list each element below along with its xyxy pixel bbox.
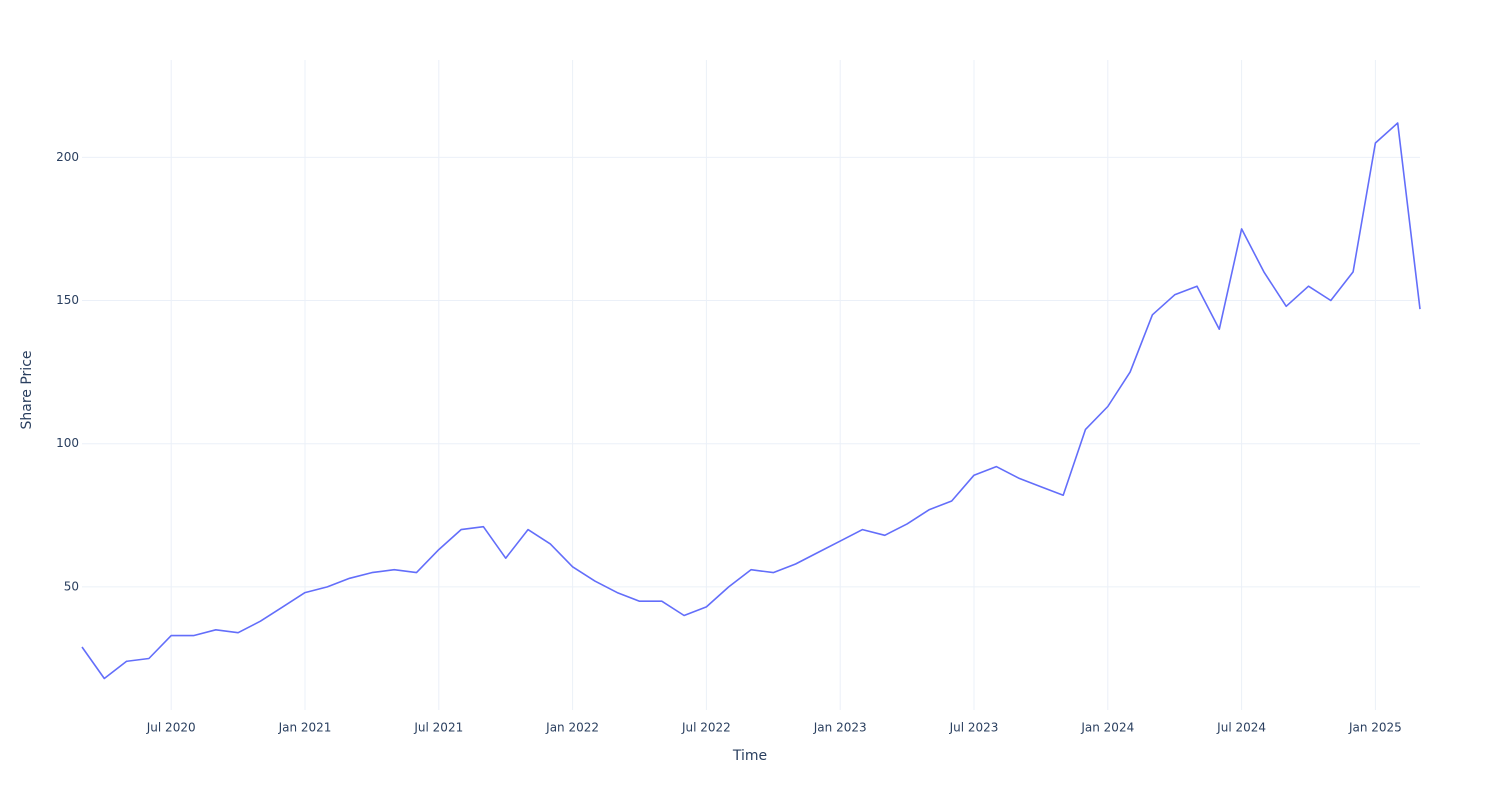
x-tick-label: Jan 2021	[278, 721, 332, 735]
x-tick-label: Jul 2021	[413, 721, 463, 735]
y-tick-label: 50	[64, 579, 79, 593]
x-tick-label: Jul 2024	[1216, 721, 1266, 735]
x-tick-label: Jan 2022	[545, 721, 599, 735]
x-tick-label: Jan 2024	[1080, 721, 1134, 735]
x-tick-label: Jul 2022	[681, 721, 731, 735]
y-tick-label: 200	[56, 150, 79, 164]
x-axis-title: Time	[732, 748, 767, 764]
x-tick-label: Jan 2023	[813, 721, 867, 735]
x-tick-label: Jan 2025	[1348, 721, 1402, 735]
x-tick-label: Jul 2023	[949, 721, 999, 735]
y-axis-title: Share Price	[19, 350, 35, 429]
x-tick-label: Jul 2020	[146, 721, 196, 735]
price-line	[81, 122, 1421, 680]
y-tick-label: 150	[56, 293, 79, 307]
y-tick-label: 100	[56, 436, 79, 450]
